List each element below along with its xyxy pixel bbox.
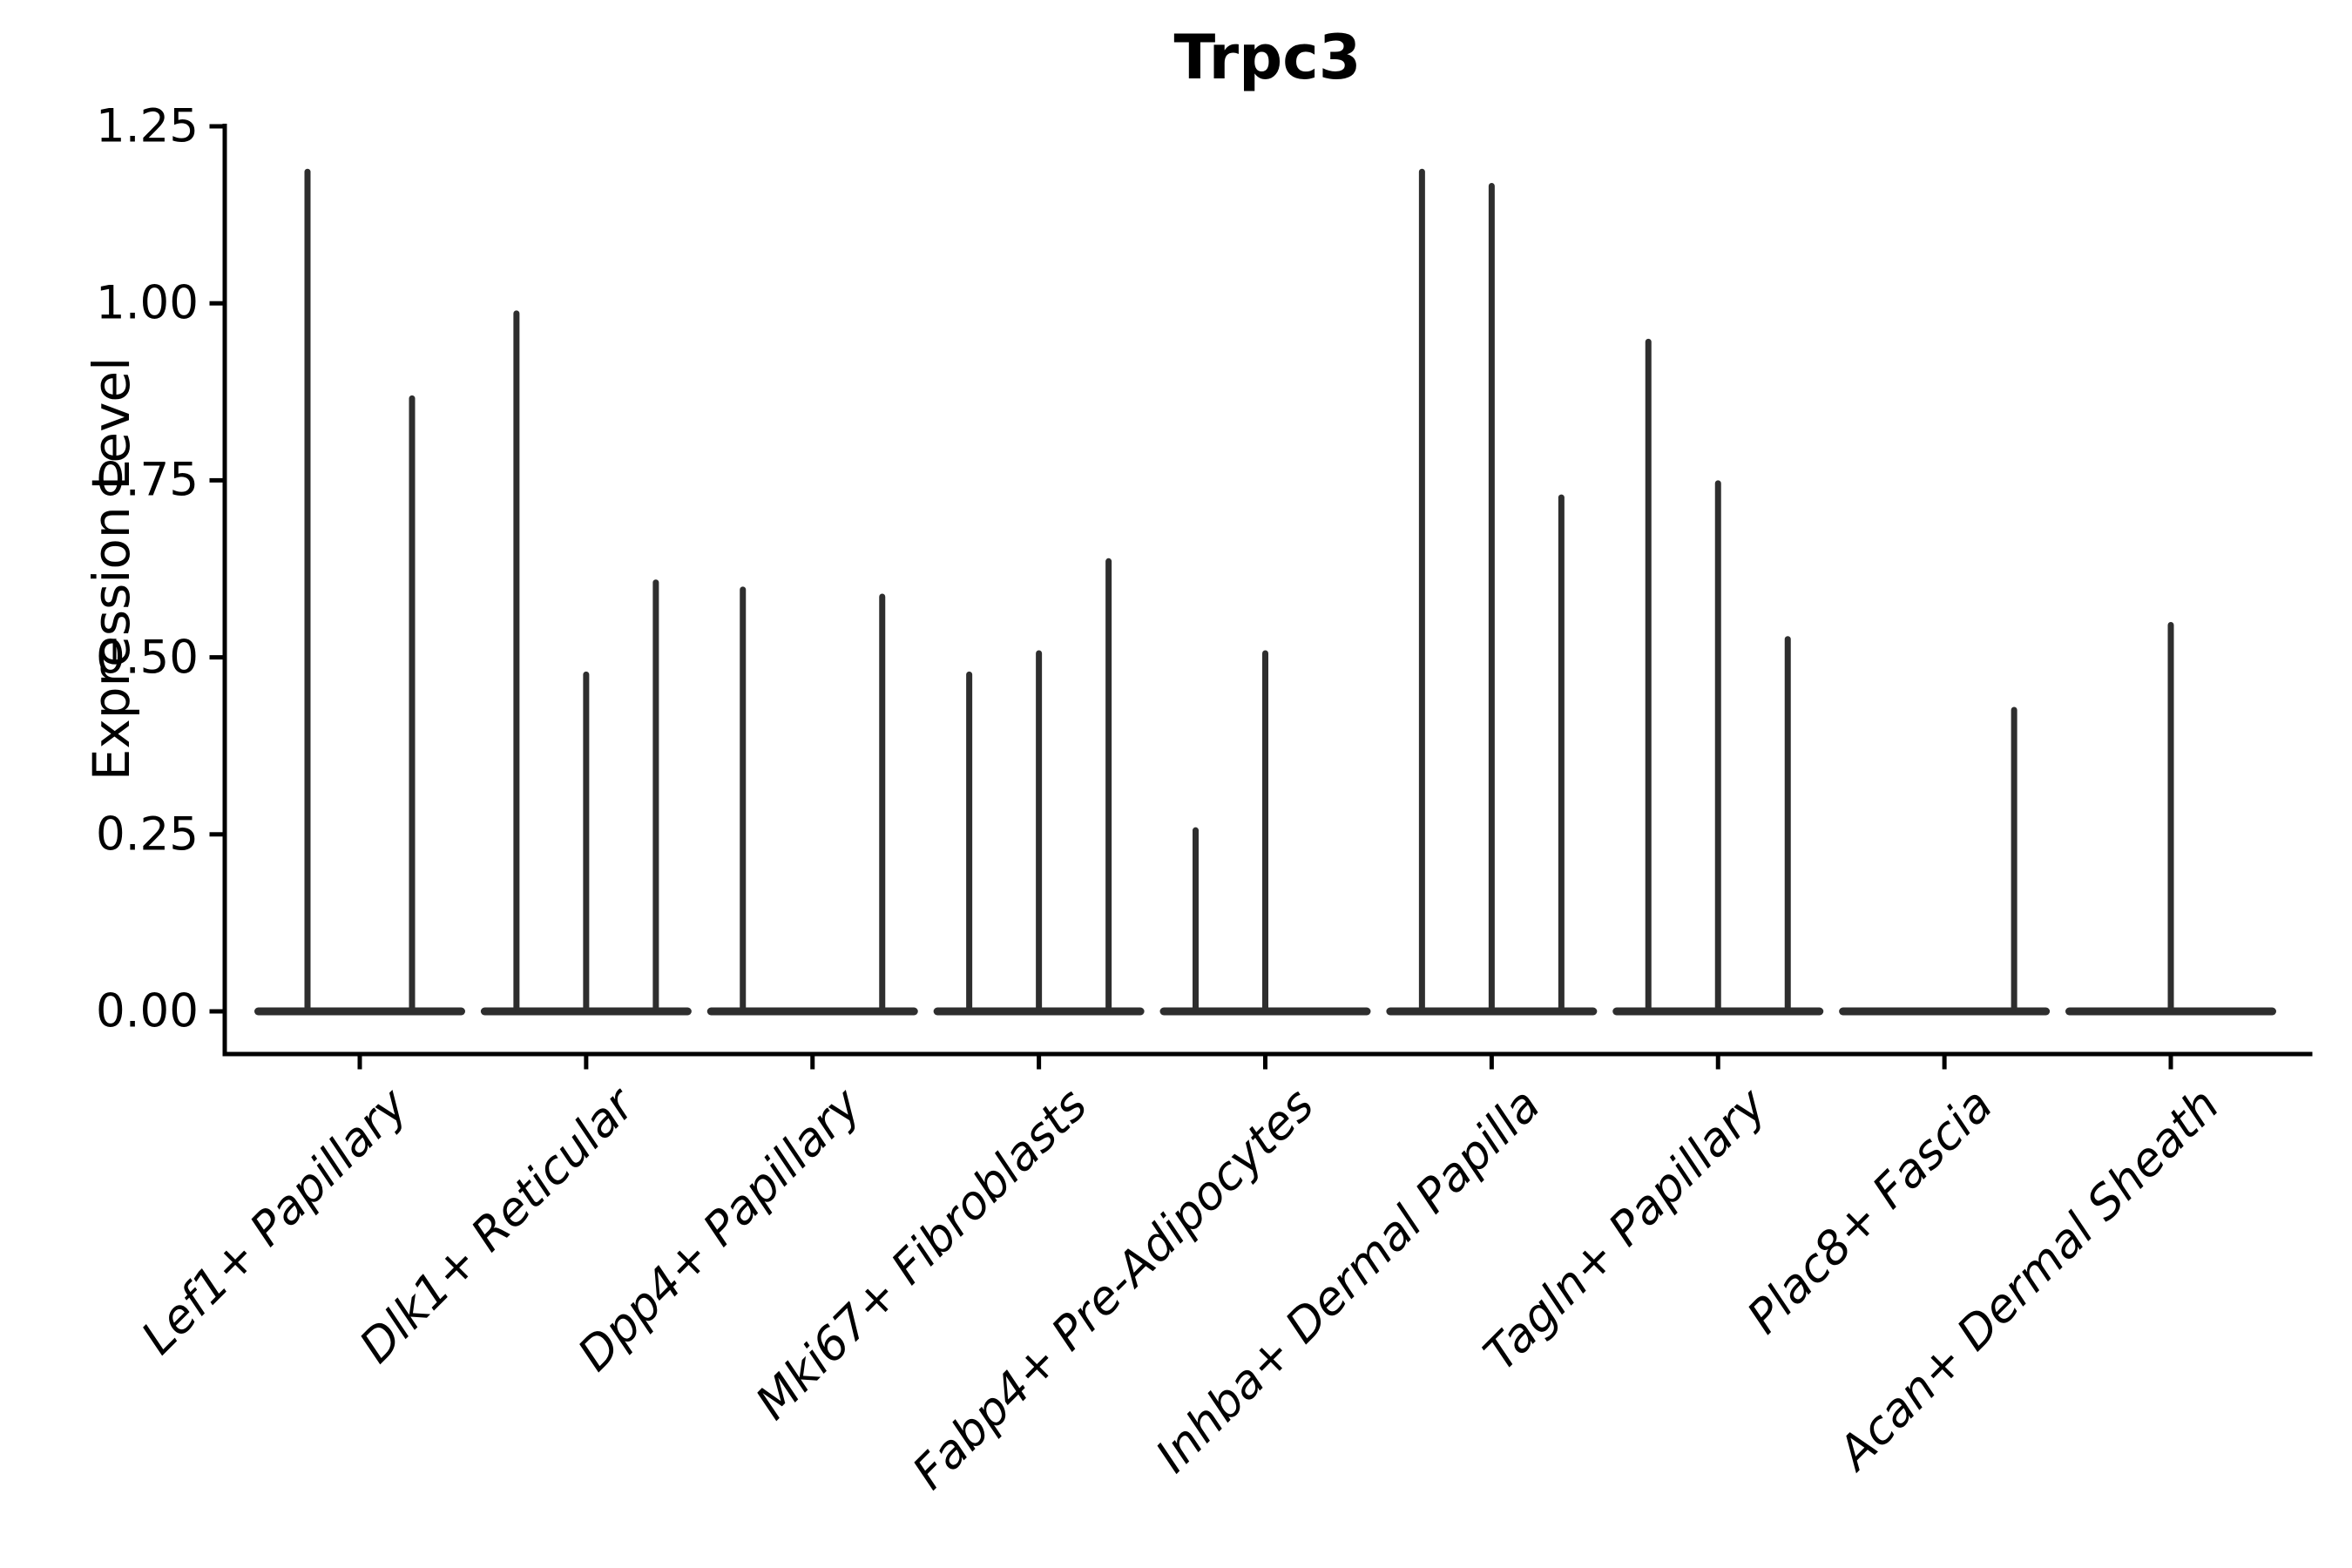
violin-tail — [409, 395, 416, 1011]
violin-tail — [1262, 650, 1268, 1011]
y-axis-spine — [222, 124, 227, 1057]
violin-tail — [2011, 706, 2017, 1011]
y-tick-label: 0.50 — [95, 631, 199, 685]
y-tick-label: 1.25 — [95, 99, 199, 153]
x-tick-mark — [1037, 1056, 1042, 1070]
x-tick-mark — [584, 1056, 589, 1070]
y-tick-label: 0.25 — [95, 808, 199, 862]
y-tick-mark — [209, 1009, 223, 1014]
violin-base — [1839, 1007, 2051, 1016]
y-tick-mark — [209, 655, 223, 660]
violin-tail — [1645, 338, 1652, 1012]
violin-tail — [2167, 621, 2174, 1011]
violin-tail — [1418, 168, 1425, 1011]
x-axis-spine — [222, 1051, 2313, 1057]
violin-tail — [966, 671, 973, 1011]
y-tick-mark — [209, 832, 223, 837]
violin-tail — [513, 310, 520, 1011]
y-tick-label: 1.00 — [95, 276, 199, 330]
y-tick-label: 0.00 — [95, 984, 199, 1038]
x-tick-mark — [357, 1056, 362, 1070]
violin-tail — [1558, 494, 1565, 1011]
violin-base — [706, 1007, 918, 1016]
x-tick-mark — [1489, 1056, 1494, 1070]
y-tick-mark — [209, 477, 223, 483]
violin-tail — [652, 579, 659, 1011]
violin-base — [254, 1007, 465, 1016]
x-tick-mark — [810, 1056, 815, 1070]
violin-tail — [1193, 827, 1199, 1011]
violin-tail — [583, 671, 590, 1011]
y-tick-label: 0.75 — [95, 453, 199, 507]
violin-tail — [1036, 650, 1043, 1011]
violin-tail — [740, 586, 747, 1011]
y-axis-label: Expression Level — [82, 356, 141, 781]
violin-tail — [1105, 558, 1112, 1011]
violin-tail — [1784, 636, 1791, 1011]
x-tick-mark — [2168, 1056, 2173, 1070]
chart-title: Trpc3 — [1173, 22, 1362, 93]
violin-tail — [879, 593, 886, 1011]
violin-tail — [1488, 183, 1495, 1012]
violin-tail — [304, 168, 311, 1011]
x-tick-mark — [1942, 1056, 1947, 1070]
x-tick-mark — [1715, 1056, 1720, 1070]
y-tick-mark — [209, 301, 223, 306]
violin-tail — [1714, 480, 1721, 1011]
x-tick-mark — [1263, 1056, 1267, 1070]
y-tick-mark — [209, 124, 223, 129]
